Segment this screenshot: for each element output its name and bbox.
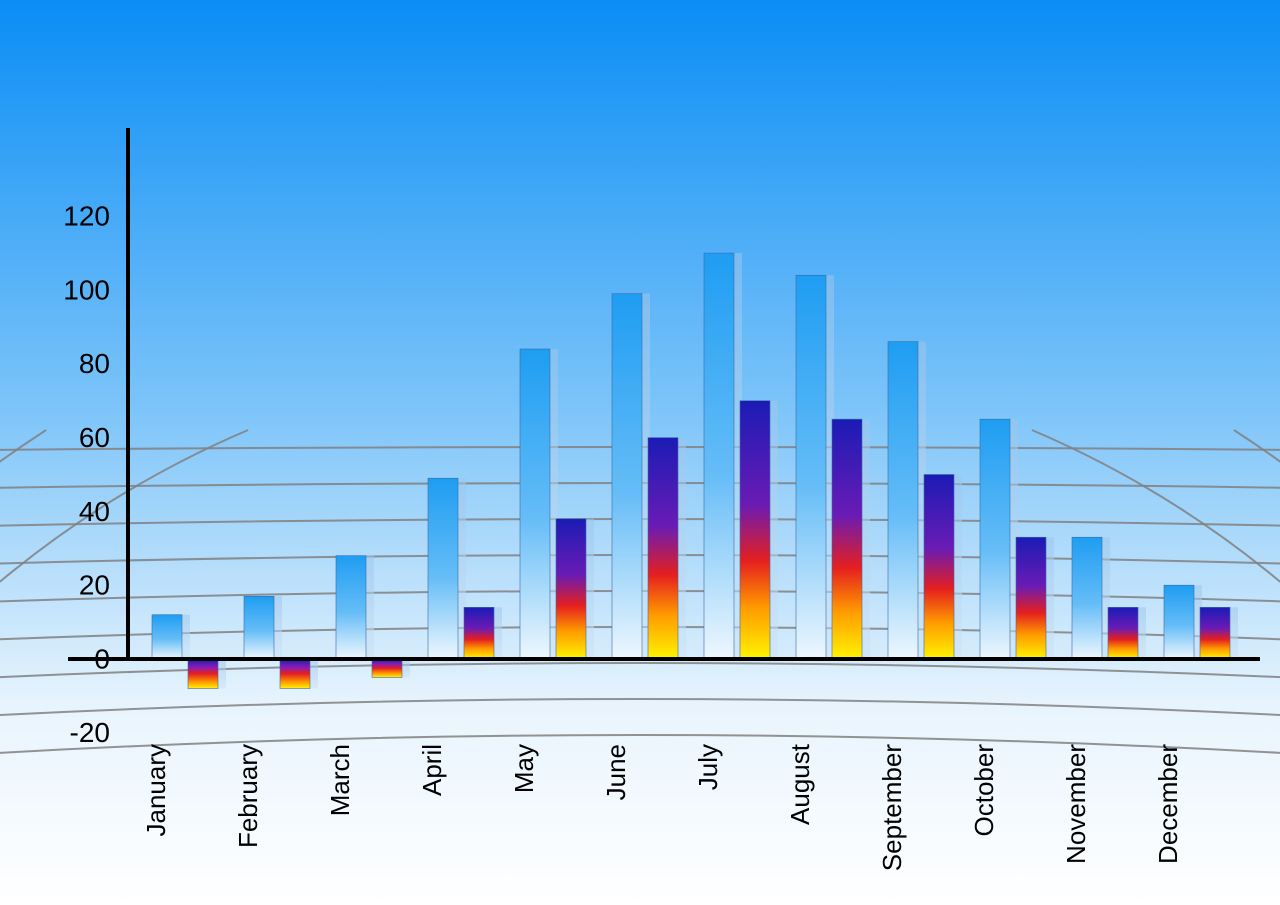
y-tick-label: 0 <box>94 643 110 674</box>
x-tick-label: December <box>1153 744 1183 864</box>
bar <box>188 659 218 689</box>
x-tick-label: July <box>693 744 723 790</box>
bar <box>280 659 310 689</box>
y-tick-label: -20 <box>70 717 110 748</box>
bar <box>152 615 182 659</box>
bar <box>1164 585 1194 659</box>
chart-container: -20 0 20 40 60 80 100 120 January February March A… <box>0 0 1280 905</box>
bar <box>556 519 586 659</box>
y-tick-label: 100 <box>63 274 110 305</box>
x-tick-label: October <box>969 744 999 837</box>
bar <box>1108 607 1138 659</box>
bar <box>1072 537 1102 659</box>
bar <box>372 659 402 677</box>
bar <box>980 419 1010 659</box>
chart-svg: -20 0 20 40 60 80 100 120 January February March A… <box>0 0 1280 905</box>
x-tick-label: September <box>877 744 907 872</box>
bar <box>336 556 366 659</box>
x-tick-label: January <box>141 744 171 837</box>
x-tick-label: August <box>785 743 815 825</box>
x-tick-label: November <box>1061 744 1091 864</box>
bar <box>924 475 954 660</box>
bar <box>1016 537 1046 659</box>
bar <box>648 438 678 659</box>
y-tick-label: 20 <box>79 570 110 601</box>
x-tick-label: June <box>601 744 631 800</box>
x-tick-label: February <box>233 744 263 848</box>
bar <box>740 401 770 659</box>
bar <box>464 607 494 659</box>
x-tick-label: May <box>509 744 539 793</box>
bar <box>704 253 734 659</box>
bar <box>1200 607 1230 659</box>
bar <box>612 294 642 659</box>
y-tick-label: 40 <box>79 496 110 527</box>
y-tick-label: 80 <box>79 348 110 379</box>
bar <box>796 275 826 659</box>
x-tick-label: April <box>417 744 447 796</box>
bar <box>832 419 862 659</box>
x-tick-label: March <box>325 744 355 816</box>
y-tick-label: 60 <box>79 422 110 453</box>
bar <box>428 478 458 659</box>
y-tick-label: 120 <box>63 201 110 232</box>
bar <box>244 596 274 659</box>
bar <box>888 342 918 659</box>
bar <box>520 349 550 659</box>
